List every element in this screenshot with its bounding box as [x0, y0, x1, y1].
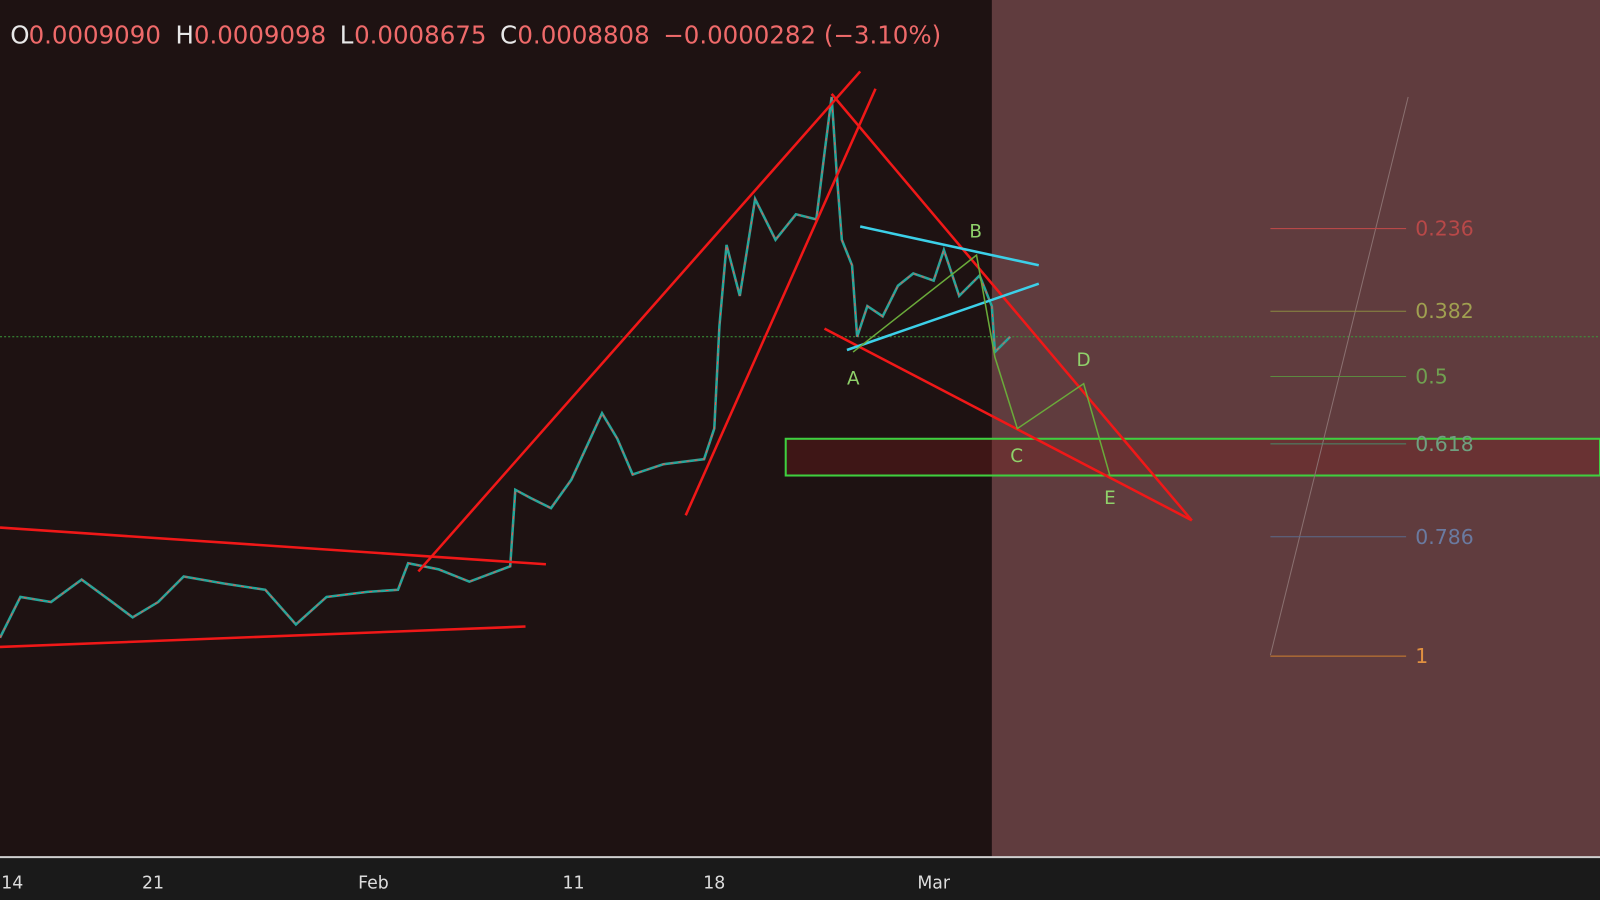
- ohlc-key: L: [340, 21, 354, 50]
- x-tick-label: 18: [703, 874, 725, 894]
- triangle-lines: [846, 225, 1040, 352]
- fib-lines: [1270, 228, 1407, 657]
- ohlc-value: 0.0009090: [29, 21, 161, 50]
- ohlc-value: 0.0008675: [354, 21, 486, 50]
- fib-label: 0.382: [1415, 299, 1473, 323]
- future-zone: [991, 0, 1600, 858]
- x-tick-label: Feb: [358, 874, 389, 894]
- time-axis: [0, 857, 1600, 900]
- x-tick-label: 11: [562, 874, 584, 894]
- trend-lines: [0, 70, 1193, 649]
- ohlc-value: 0.0008808: [517, 21, 649, 50]
- pattern-path: [852, 253, 1111, 477]
- fib-label: 0.236: [1415, 217, 1473, 241]
- pattern-point: C: [1010, 446, 1023, 467]
- x-tick-label: 14: [1, 874, 23, 894]
- ohlc-key: H: [176, 21, 194, 50]
- pattern-point: A: [847, 369, 860, 390]
- pattern-point: E: [1104, 488, 1116, 509]
- ohlc-key: O: [10, 21, 29, 50]
- target-zone: [784, 437, 1600, 477]
- x-tick-label: Mar: [917, 874, 951, 894]
- fib-label: 1: [1415, 644, 1428, 668]
- price-series: [0, 96, 1012, 639]
- ohlc-key: C: [500, 21, 517, 50]
- pattern-point: B: [969, 222, 982, 243]
- pattern-point: D: [1077, 350, 1091, 371]
- change: −0.0000282 (−3.10%): [663, 21, 941, 50]
- fib-label: 0.618: [1415, 432, 1473, 456]
- x-tick-label: 21: [142, 874, 164, 894]
- ohlc-value: 0.0009098: [194, 21, 326, 50]
- fib-label: 0.5: [1415, 365, 1447, 389]
- fib-label: 0.786: [1415, 525, 1473, 549]
